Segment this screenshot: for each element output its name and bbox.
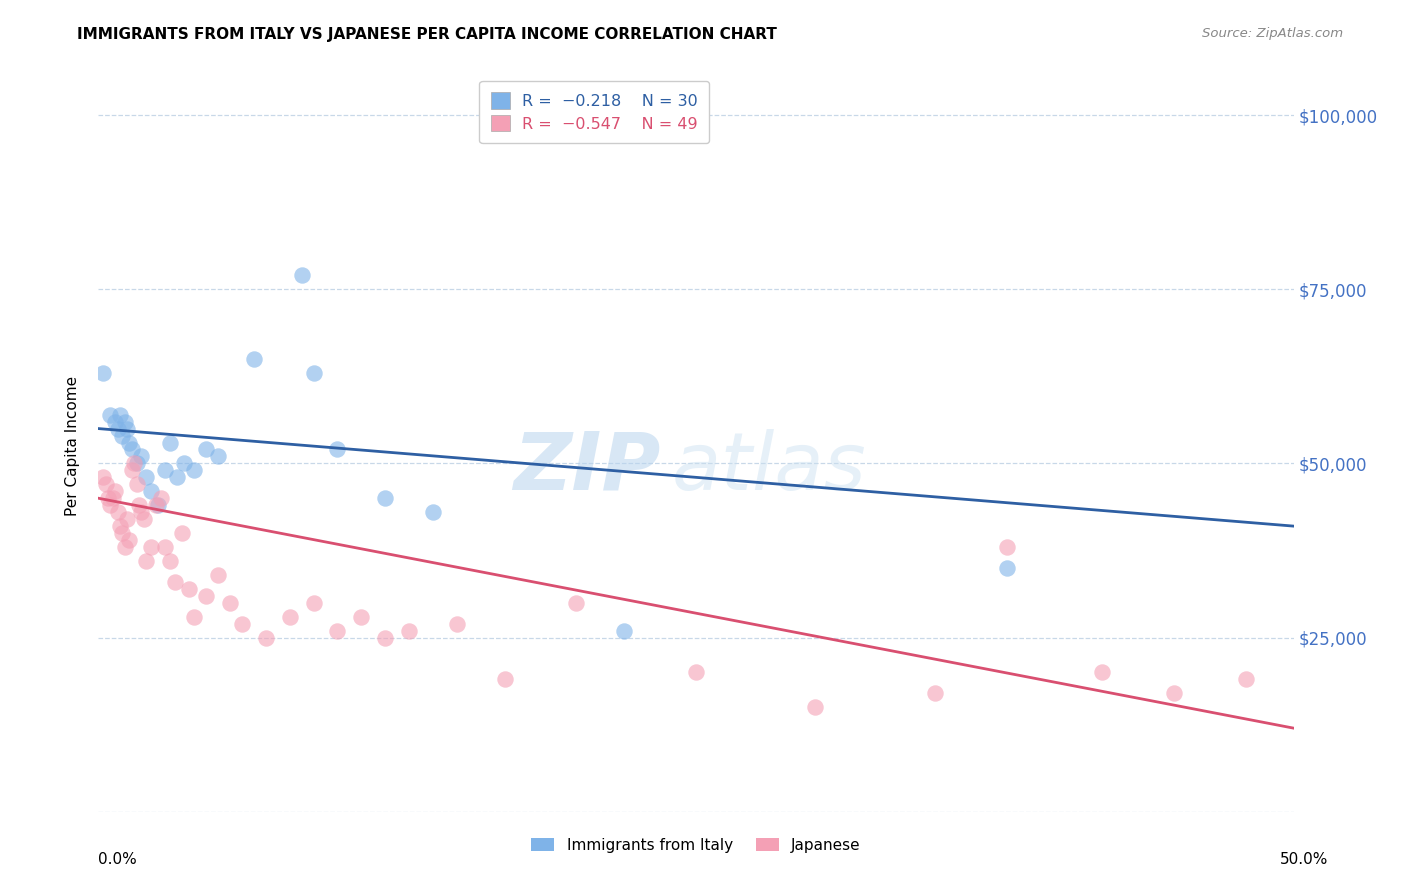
Point [254,631,277,645]
Point [115,512,138,526]
Text: IMMIGRANTS FROM ITALY VS JAPANESE PER CAPITA INCOME CORRELATION CHART: IMMIGRANTS FROM ITALY VS JAPANESE PER CA… [77,27,778,42]
Point [128,498,150,512]
Point [350,609,373,624]
Point [114,540,136,554]
Point [995,540,1018,554]
Point [219,596,242,610]
Point [94,477,117,491]
Point [114,415,136,429]
Point [1091,665,1114,680]
Point [995,561,1018,575]
Point [173,457,195,471]
Point [179,582,201,596]
Point [121,442,143,457]
Point [155,540,177,554]
Point [243,351,266,366]
Point [302,596,325,610]
Point [91,366,114,380]
Point [148,498,170,512]
Point [398,624,420,638]
Point [97,491,120,506]
Point [302,366,325,380]
Point [924,686,946,700]
Point [139,484,162,499]
Point [101,491,124,506]
Point [135,554,157,568]
Point [108,519,131,533]
Point [159,554,181,568]
Point [108,408,131,422]
Point [118,533,141,547]
Point [145,498,167,512]
Point [166,470,188,484]
Legend: Immigrants from Italy, Japanese: Immigrants from Italy, Japanese [526,831,866,859]
Point [278,609,301,624]
Point [804,700,827,714]
Point [374,491,396,506]
Point [98,498,122,512]
Point [231,616,253,631]
Point [172,526,194,541]
Text: atlas: atlas [672,429,868,507]
Point [118,435,141,450]
Point [183,463,205,477]
Point [207,567,229,582]
Point [131,450,153,464]
Text: 50.0%: 50.0% [1281,852,1329,867]
Point [1163,686,1185,700]
Point [326,624,349,638]
Point [195,589,218,603]
Y-axis label: Per Capita Income: Per Capita Income [65,376,80,516]
Point [207,450,229,464]
Point [104,484,127,499]
Point [155,463,177,477]
Point [135,470,157,484]
Point [124,457,146,471]
Point [98,408,122,422]
Point [132,512,155,526]
Text: Source: ZipAtlas.com: Source: ZipAtlas.com [1202,27,1343,40]
Point [107,421,129,435]
Point [446,616,468,631]
Point [125,477,148,491]
Point [326,442,349,457]
Point [1234,673,1257,687]
Point [291,268,314,283]
Point [111,428,134,442]
Point [139,540,162,554]
Point [125,457,148,471]
Point [149,491,172,506]
Point [131,505,153,519]
Point [115,421,138,435]
Point [163,574,186,589]
Point [111,526,134,541]
Point [565,596,588,610]
Point [422,505,444,519]
Point [374,631,396,645]
Point [183,609,205,624]
Point [159,435,181,450]
Point [121,463,143,477]
Point [613,624,636,638]
Text: ZIP: ZIP [513,429,661,507]
Point [494,673,516,687]
Point [91,470,114,484]
Point [107,505,129,519]
Point [195,442,218,457]
Text: 0.0%: 0.0% [98,852,138,867]
Point [685,665,707,680]
Point [104,415,127,429]
